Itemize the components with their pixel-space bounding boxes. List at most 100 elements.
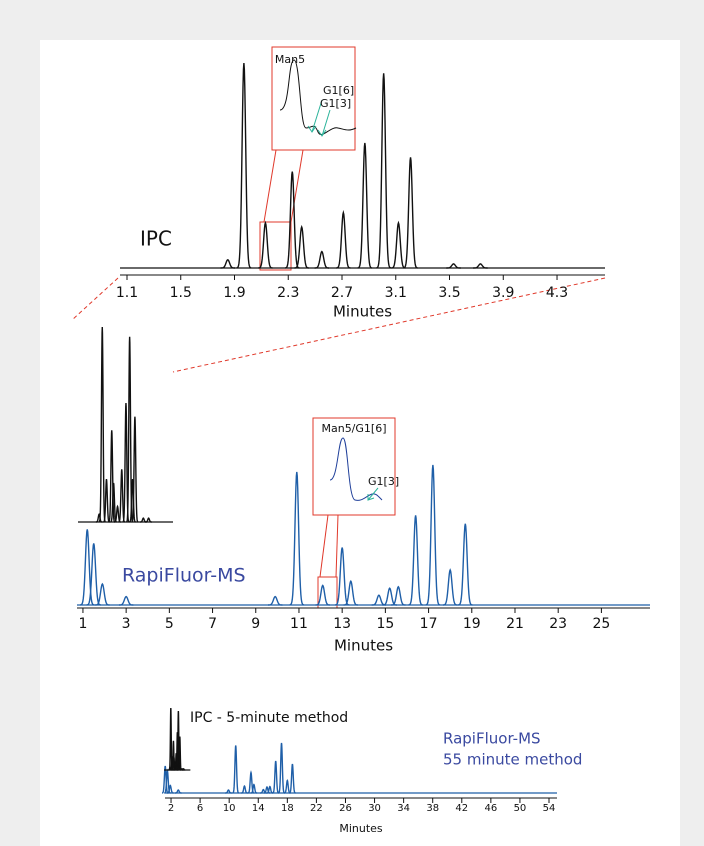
peak — [442, 568, 458, 606]
peak — [458, 523, 473, 606]
x-tick-label: 1.5 — [170, 285, 192, 301]
peak — [258, 220, 273, 269]
x-tick-label: 4.3 — [546, 285, 568, 301]
inset-box — [312, 417, 396, 516]
x-tick-label: 3.5 — [438, 285, 460, 301]
peak — [382, 587, 397, 606]
panel — [40, 40, 680, 846]
peak — [241, 784, 248, 794]
x-tick-label: 9 — [251, 616, 260, 632]
zoom-dash — [71, 277, 119, 321]
x-tick-label: 3.1 — [385, 285, 407, 301]
peak — [446, 263, 461, 269]
annotation: IPC - 5-minute method — [190, 710, 348, 726]
peak — [425, 464, 441, 606]
zoom-line — [290, 149, 304, 223]
x-tick-label: 23 — [549, 616, 567, 632]
zoom-box — [259, 221, 292, 271]
peak — [108, 430, 116, 523]
x-tick-label: 7 — [208, 616, 217, 632]
peak — [250, 783, 258, 794]
peak — [95, 513, 103, 523]
peak — [278, 742, 285, 794]
peak — [357, 142, 373, 269]
peak — [391, 585, 406, 606]
peak — [403, 157, 418, 269]
peak — [263, 786, 271, 794]
peak — [122, 403, 130, 523]
x-tick-label: 1.9 — [223, 285, 245, 301]
peak — [175, 789, 182, 794]
x-tick-label: 26 — [339, 803, 352, 814]
x-axis-title: Minutes — [334, 637, 393, 655]
peak — [103, 478, 110, 523]
annotation: G1[3] — [320, 97, 351, 110]
peak — [289, 471, 305, 606]
peak — [161, 765, 169, 794]
peak — [225, 789, 232, 794]
peak — [266, 785, 274, 794]
x-tick-label: 22 — [310, 803, 323, 814]
zoom-line — [335, 514, 339, 578]
peak — [247, 770, 255, 794]
x-tick-label: 2.3 — [277, 285, 299, 301]
x-tick-label: 1.1 — [116, 285, 138, 301]
peak — [294, 224, 309, 269]
x-tick-label: 34 — [397, 803, 410, 814]
x-tick-label: 17 — [420, 616, 438, 632]
x-tick-label: 15 — [376, 616, 394, 632]
x-tick-label: 5 — [165, 616, 174, 632]
x-tick-label: 25 — [592, 616, 610, 632]
peak — [182, 768, 186, 771]
peak — [336, 209, 351, 269]
x-tick-label: 50 — [514, 803, 527, 814]
zoom-line — [319, 514, 329, 578]
peak — [79, 529, 95, 606]
arrows — [307, 99, 331, 137]
peak — [289, 763, 296, 794]
peak — [220, 258, 235, 269]
series-label: IPC — [140, 227, 172, 251]
x-tick-label: 10 — [223, 803, 236, 814]
x-axis-title: Minutes — [333, 303, 392, 321]
peak — [232, 745, 239, 794]
peak — [267, 595, 283, 606]
x-tick-label: 38 — [426, 803, 439, 814]
inset-box — [271, 46, 356, 151]
x-tick-label: 54 — [543, 803, 556, 814]
x-tick-label: 19 — [463, 616, 481, 632]
peak — [391, 220, 406, 269]
x-tick-label: 6 — [197, 803, 203, 814]
peak — [343, 579, 359, 606]
peak — [164, 768, 171, 794]
x-tick-label: 3.9 — [492, 285, 514, 301]
peak — [236, 62, 252, 269]
peak — [376, 73, 392, 269]
annotation: 55 minute method — [443, 751, 582, 769]
peak — [126, 336, 134, 523]
peak — [408, 515, 423, 606]
annotation: Man5 — [275, 53, 305, 66]
x-tick-label: 42 — [455, 803, 468, 814]
peak — [131, 416, 139, 523]
annotation: G1[6] — [323, 84, 354, 97]
peak — [118, 595, 134, 606]
annotation: RapiFluor-MS — [443, 730, 541, 748]
peak — [473, 263, 488, 269]
peak — [272, 760, 279, 794]
x-tick-label: 46 — [484, 803, 497, 814]
x-tick-label: 30 — [368, 803, 381, 814]
x-tick-label: 13 — [333, 616, 351, 632]
x-tick-label: 2.7 — [331, 285, 353, 301]
x-tick-label: 14 — [252, 803, 265, 814]
zoom-line — [263, 149, 277, 223]
annotation: G1[3] — [368, 475, 399, 488]
x-tick-label: 18 — [281, 803, 294, 814]
zoom-dash — [172, 277, 606, 373]
x-tick-label: 2 — [168, 803, 174, 814]
x-tick-label: 3 — [122, 616, 131, 632]
peak — [95, 582, 110, 606]
peak — [167, 784, 174, 794]
peak — [129, 478, 136, 523]
